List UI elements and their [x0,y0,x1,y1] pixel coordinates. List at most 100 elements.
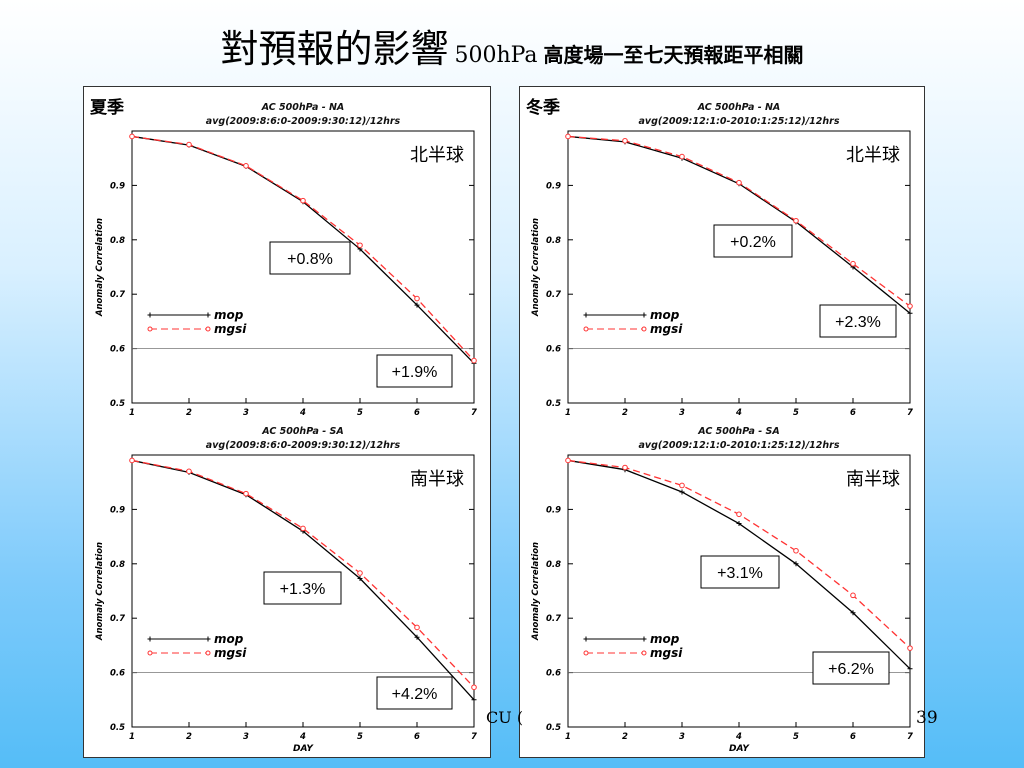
legend-marker-mop [583,312,589,318]
legend-marker-mop [147,636,153,642]
point-mgsi [186,468,192,475]
region-label: 北半球 [410,145,464,166]
chart-winter-sh: AC 500hPa - SA avg(2009:12:1:0-2010:1:25:… [531,426,913,754]
x-tick-label: 4 [299,732,306,742]
legend-label-mop: mop [214,632,244,646]
legend-label-mgsi: mgsi [650,322,683,336]
improvement-box [700,555,780,589]
y-axis-label: Anomaly Correlation [95,542,105,641]
x-tick-label: 7 [471,732,477,742]
legend-marker-mgsi [147,326,153,332]
point-mgsi [736,511,742,518]
chart-title: AC 500hPa - NA [261,102,345,113]
footer-fragment: CU ( [486,708,524,727]
improvement-label: +2.3% [835,314,881,331]
y-tick-label: 0.7 [546,614,561,624]
slide-title-level: 500hPa [454,43,538,68]
point-mop [679,489,685,495]
point-mgsi [622,464,628,471]
x-tick-label: 6 [850,408,856,418]
point-mgsi [414,624,420,631]
point-mgsi [622,137,628,144]
point-mgsi [357,570,363,576]
improvement-box [269,241,351,275]
x-tick-label: 2 [186,732,192,742]
slide-title: 對預報的影響 500hPa 高度場一至七天預報距平相關 [0,18,1024,73]
point-mgsi [565,133,571,140]
chart-subtitle: avg(2009:8:6:0-2009:9:30:12)/12hrs [206,440,401,451]
x-tick-label: 2 [186,408,192,418]
slide-title-subtitle: 高度場一至七天預報距平相關 [543,43,804,67]
chart-subtitle: avg(2009:8:6:0-2009:9:30:12)/12hrs [206,116,401,127]
legend-marker-mgsi [147,650,153,656]
improvement-label: +6.2% [828,661,874,678]
legend-marker-mgsi [641,650,647,656]
x-axis-label: DAY [293,744,314,754]
region-label: 北半球 [846,145,900,166]
point-mgsi [679,153,685,160]
point-mgsi [300,197,306,204]
y-tick-label: 0.7 [546,290,561,300]
legend-marker-mop [147,312,153,318]
y-tick-label: 0.5 [546,723,561,733]
summer-panel: AC 500hPa - NA avg(2009:8:6:0-2009:9:30:1… [83,86,491,758]
x-tick-label: 3 [679,408,685,418]
chart-summer-sh: AC 500hPa - SA avg(2009:8:6:0-2009:9:30:1… [95,426,477,754]
y-tick-label: 0.6 [546,345,561,355]
x-tick-label: 5 [793,408,799,418]
plot-frame [567,454,911,728]
improvement-label: +0.8% [287,251,333,268]
y-axis-label: Anomaly Correlation [95,218,105,317]
improvement-box [376,676,453,710]
y-tick-label: 0.8 [110,560,125,570]
point-mgsi [907,303,913,309]
x-tick-label: 7 [907,732,913,742]
point-mop [414,634,420,640]
point-mgsi [414,295,420,302]
point-mgsi [243,163,249,169]
point-mgsi [679,482,685,489]
point-mgsi [243,490,249,497]
point-mgsi [850,592,856,599]
legend-marker-mop [583,636,589,642]
y-tick-label: 0.8 [546,560,561,570]
point-mgsi [471,684,477,691]
improvement-label: +0.2% [730,234,776,251]
point-mgsi [793,547,799,554]
x-tick-label: 3 [679,732,685,742]
y-tick-label: 0.9 [546,505,561,515]
legend-label-mop: mop [650,308,680,322]
point-mop [793,561,799,567]
improvement-label: +3.1% [717,565,763,582]
point-mgsi [565,457,571,464]
x-tick-label: 4 [735,732,742,742]
legend-marker-mgsi [205,650,211,656]
x-tick-label: 5 [793,732,799,742]
winter-charts-svg: AC 500hPa - NA avg(2009:12:1:0-2010:1:25:… [531,102,913,754]
region-label: 南半球 [410,469,464,490]
legend-label-mgsi: mgsi [650,646,683,660]
point-mgsi [300,525,306,532]
chart-subtitle: avg(2009:12:1:0-2010:1:25:12)/12hrs [639,440,840,451]
point-mop [414,302,420,308]
point-mop [907,310,913,316]
point-mop [736,521,742,527]
x-tick-label: 2 [622,732,628,742]
x-tick-label: 6 [850,732,856,742]
x-tick-label: 6 [414,732,420,742]
x-tick-label: 5 [357,408,363,418]
chart-subtitle: avg(2009:12:1:0-2010:1:25:12)/12hrs [639,116,840,127]
point-mgsi [850,260,856,267]
legend-marker-mop [205,636,211,642]
point-mgsi [793,217,799,224]
point-mgsi [186,141,192,148]
x-tick-label: 7 [471,408,477,418]
slide-title-main: 對預報的影響 [220,27,449,71]
page-number: 39 [916,708,938,728]
x-tick-label: 2 [622,408,628,418]
x-axis-label: DAY [729,744,750,754]
x-tick-label: 1 [129,732,135,742]
x-tick-label: 4 [299,408,306,418]
legend-marker-mgsi [583,326,589,332]
legend-marker-mgsi [583,650,589,656]
